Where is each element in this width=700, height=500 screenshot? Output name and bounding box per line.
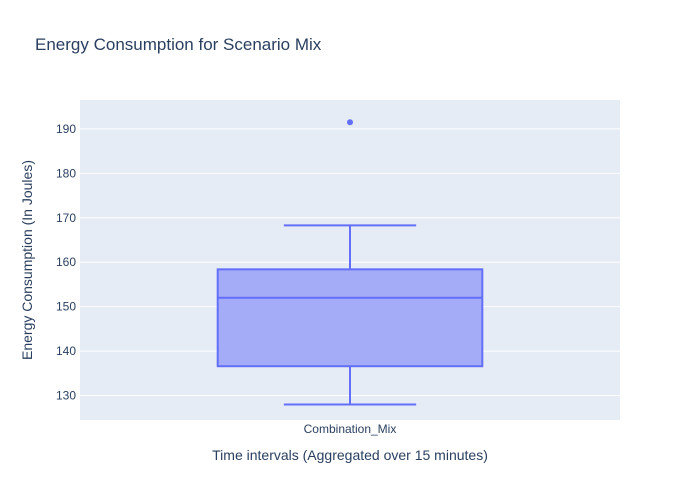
y-tick-label: 150	[56, 300, 76, 314]
outlier-point	[347, 119, 353, 126]
y-tick-label: 140	[56, 344, 76, 358]
y-tick-label: 180	[56, 166, 76, 180]
box-iqr	[216, 268, 484, 368]
chart-title: Energy Consumption for Scenario Mix	[35, 35, 322, 54]
x-axis-title: Time intervals (Aggregated over 15 minut…	[212, 447, 488, 463]
box-series	[216, 119, 484, 406]
x-tick-label: Combination_Mix	[304, 422, 397, 436]
y-tick-label: 190	[56, 122, 76, 136]
y-axis-title: Energy Consumption (In Joules)	[19, 160, 35, 360]
y-tick-label: 170	[56, 211, 76, 225]
y-axis-ticks: 130 140 150 160 170 180 190	[56, 122, 76, 403]
y-tick-label: 160	[56, 255, 76, 269]
box-Combination_Mix	[216, 119, 484, 406]
y-tick-label: 130	[56, 389, 76, 403]
x-axis-ticks: Combination_Mix	[304, 422, 397, 436]
